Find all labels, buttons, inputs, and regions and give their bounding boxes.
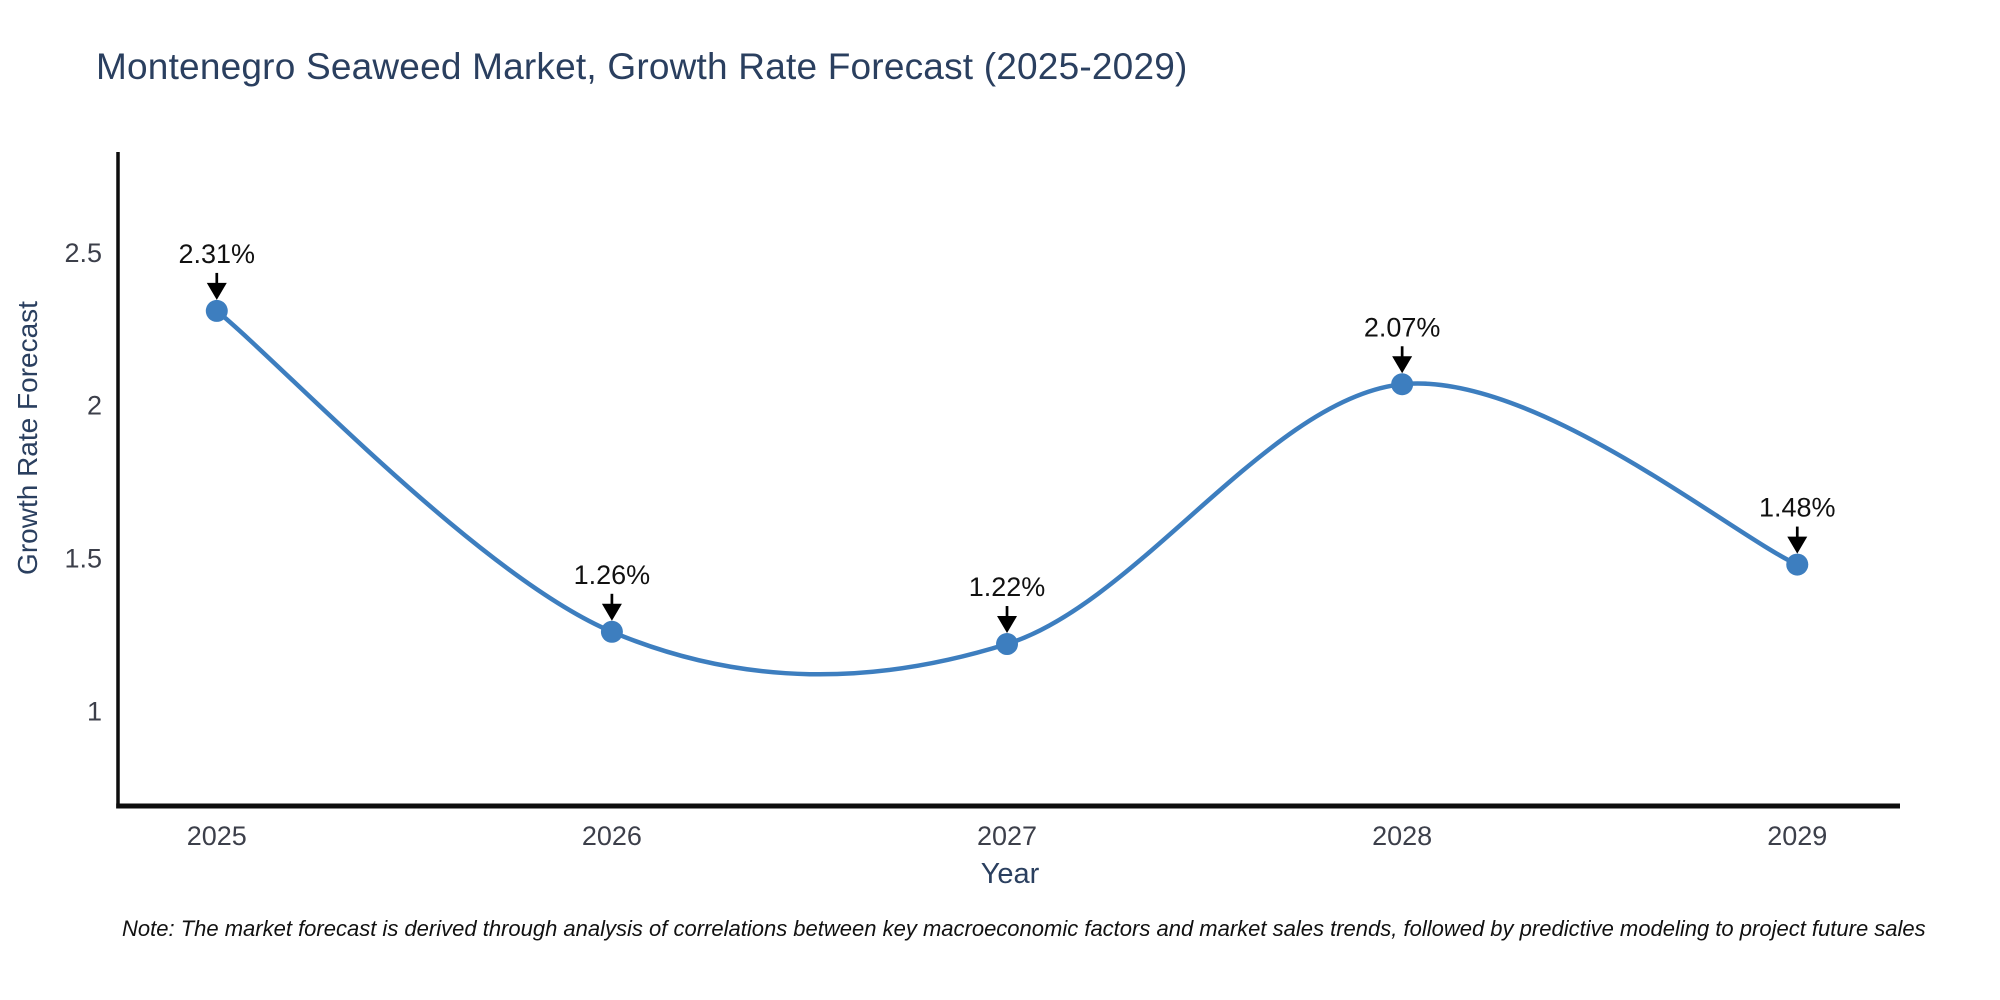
annotation-arrow-head <box>206 282 227 300</box>
data-point-marker <box>205 299 228 322</box>
annotation-arrow-head <box>1787 536 1808 554</box>
annotation-arrow-head <box>1392 356 1413 374</box>
x-tick-label: 2028 <box>1372 821 1432 851</box>
chart-title: Montenegro Seaweed Market, Growth Rate F… <box>96 46 1188 87</box>
data-point-marker <box>996 633 1019 656</box>
y-tick-label: 2 <box>87 391 102 421</box>
y-tick-label: 1.5 <box>64 543 102 573</box>
x-axis-title: Year <box>980 858 1040 890</box>
point-value-label: 1.22% <box>969 572 1046 602</box>
x-tick-label: 2029 <box>1767 821 1827 851</box>
annotation-arrow-head <box>997 616 1018 634</box>
point-value-label: 2.31% <box>178 239 255 269</box>
data-point-marker <box>1786 553 1809 576</box>
annotation-arrow-head <box>601 603 622 621</box>
point-value-label: 1.26% <box>574 560 651 590</box>
x-tick-label: 2025 <box>187 821 247 851</box>
x-tick-label: 2026 <box>582 821 642 851</box>
point-value-label: 1.48% <box>1759 493 1836 523</box>
x-tick-label: 2027 <box>977 821 1037 851</box>
data-point-marker <box>1391 373 1414 396</box>
y-tick-label: 1 <box>87 696 102 726</box>
y-tick-label: 2.5 <box>64 238 102 268</box>
point-value-label: 2.07% <box>1364 312 1441 342</box>
data-point-marker <box>600 620 623 643</box>
methodology-note: Note: The market forecast is derived thr… <box>122 916 1926 941</box>
